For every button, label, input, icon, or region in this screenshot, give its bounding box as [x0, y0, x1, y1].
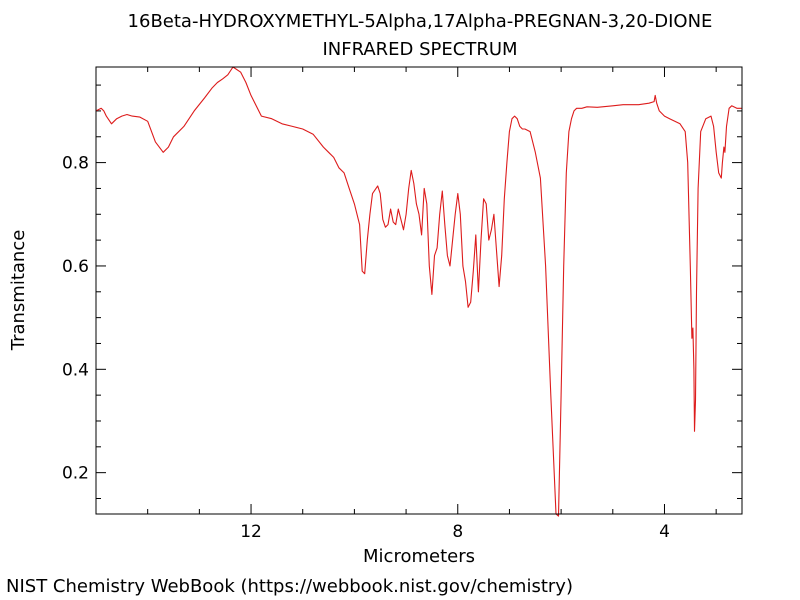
source-credit: NIST Chemistry WebBook (https://webbook.… [6, 576, 573, 597]
y-tick-label: 0.2 [62, 464, 89, 484]
y-axis-label: Transmitance [8, 230, 29, 352]
plot-area-frame [95, 66, 743, 515]
spectrum-line [95, 66, 742, 517]
x-axis-label: Micrometers [363, 546, 475, 567]
chart-title: 16Beta-HYDROXYMETHYL-5Alpha,17Alpha-PREG… [127, 11, 713, 32]
y-tick-label: 0.6 [62, 257, 89, 277]
chart-subtitle: INFRARED SPECTRUM [322, 39, 518, 60]
y-tick-label: 0.8 [62, 154, 89, 174]
x-tick-label: 12 [240, 522, 262, 542]
y-tick-label: 0.4 [62, 360, 89, 380]
x-tick-label: 8 [452, 522, 463, 542]
x-tick-label: 4 [659, 522, 670, 542]
